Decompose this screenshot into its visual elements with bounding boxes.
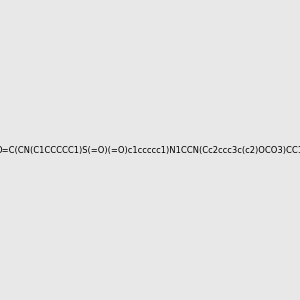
Text: O=C(CN(C1CCCCC1)S(=O)(=O)c1ccccc1)N1CCN(Cc2ccc3c(c2)OCO3)CC1: O=C(CN(C1CCCCC1)S(=O)(=O)c1ccccc1)N1CCN(…: [0, 146, 300, 154]
